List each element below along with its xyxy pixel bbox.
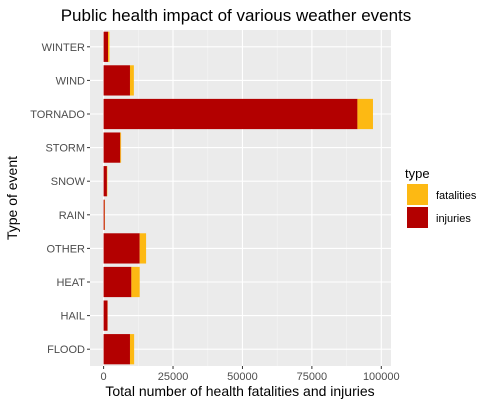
x-tick-label-75000: 75000: [297, 371, 328, 383]
y-axis-title: Type of event: [4, 156, 20, 240]
bar-hail-injuries: [103, 300, 108, 331]
bar-tornado-injuries: [103, 98, 358, 130]
bar-winter-fatalities: [108, 31, 110, 62]
legend-swatch-injuries: [407, 207, 428, 228]
legend-label-fatalities: fatalities: [436, 190, 477, 202]
legend-label-injuries: injuries: [436, 213, 471, 225]
y-tick-label-hail: HAIL: [61, 311, 85, 323]
bar-other-injuries: [103, 233, 140, 264]
x-axis-title: Total number of health fatalities and in…: [105, 383, 374, 399]
x-tick-label-100000: 100000: [363, 371, 400, 383]
bar-snow-injuries: [103, 166, 107, 197]
y-tick-label-heat: HEAT: [56, 277, 85, 289]
bar-other-fatalities: [139, 233, 147, 264]
legend-swatch-fatalities: [407, 184, 428, 205]
legend: type fatalities injuries: [405, 166, 477, 228]
y-tick-label-tornado: TORNADO: [30, 109, 85, 121]
bar-flood-fatalities: [129, 334, 135, 365]
legend-title: type: [405, 166, 430, 181]
bar-tornado-fatalities: [357, 98, 373, 130]
bar-winter-injuries: [103, 31, 109, 62]
bar-flood-injuries: [103, 334, 130, 365]
bar-wind-fatalities: [129, 65, 134, 96]
x-tick-label-50000: 50000: [227, 371, 258, 383]
y-tick-label-rain: RAIN: [59, 210, 85, 222]
plot-panel: [90, 30, 391, 366]
bar-storm-fatalities: [120, 132, 122, 163]
bar-wind-injuries: [103, 65, 130, 96]
gridlines: [90, 30, 391, 366]
bar-storm-injuries: [103, 132, 121, 163]
x-tick-label-0: 0: [101, 371, 107, 383]
y-axis-ticks: WINTER WIND TORNADO STORM SNOW RAIN OTHER HEAT H…: [30, 42, 90, 356]
y-tick-label-wind: WIND: [56, 75, 85, 87]
bar-rain-injuries: [103, 199, 105, 230]
bar-heat-fatalities: [131, 266, 140, 298]
y-tick-label-other: OTHER: [47, 243, 86, 255]
chart-title: Public health impact of various weather …: [61, 6, 412, 25]
bar-heat-injuries: [103, 266, 132, 298]
y-tick-label-flood: FLOOD: [47, 344, 85, 356]
x-axis-ticks: 0 25000 50000 75000 100000: [101, 366, 400, 383]
y-tick-label-storm: STORM: [45, 143, 85, 155]
y-tick-label-winter: WINTER: [42, 42, 85, 54]
x-tick-label-25000: 25000: [158, 371, 189, 383]
bars: [103, 31, 373, 365]
y-tick-label-snow: SNOW: [51, 176, 86, 188]
